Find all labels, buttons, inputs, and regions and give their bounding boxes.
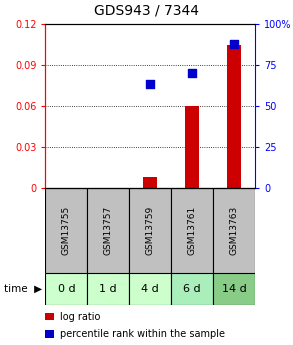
Bar [213, 188, 255, 273]
Bar [171, 188, 213, 273]
Bar [129, 188, 171, 273]
Text: percentile rank within the sample: percentile rank within the sample [60, 329, 225, 339]
Bar [226, 45, 241, 188]
Text: 1 d: 1 d [99, 284, 117, 294]
Point [231, 41, 236, 47]
Text: GSM13759: GSM13759 [146, 206, 155, 255]
Bar [185, 106, 200, 188]
Bar [87, 188, 129, 273]
Bar [129, 273, 171, 305]
Text: 14 d: 14 d [222, 284, 246, 294]
Text: log ratio: log ratio [60, 312, 100, 322]
Text: GSM13761: GSM13761 [188, 206, 197, 255]
Bar [45, 188, 87, 273]
Text: GSM13755: GSM13755 [62, 206, 71, 255]
Point [148, 81, 152, 87]
Bar [171, 273, 213, 305]
Bar [213, 273, 255, 305]
Text: GDS943 / 7344: GDS943 / 7344 [94, 3, 199, 18]
Point [190, 71, 195, 76]
Bar [87, 273, 129, 305]
Text: GSM13757: GSM13757 [104, 206, 113, 255]
Text: 4 d: 4 d [141, 284, 159, 294]
Text: 6 d: 6 d [183, 284, 201, 294]
Bar [143, 177, 158, 188]
Bar [45, 273, 87, 305]
Text: time  ▶: time ▶ [4, 284, 42, 294]
Text: GSM13763: GSM13763 [229, 206, 239, 255]
Text: 0 d: 0 d [57, 284, 75, 294]
